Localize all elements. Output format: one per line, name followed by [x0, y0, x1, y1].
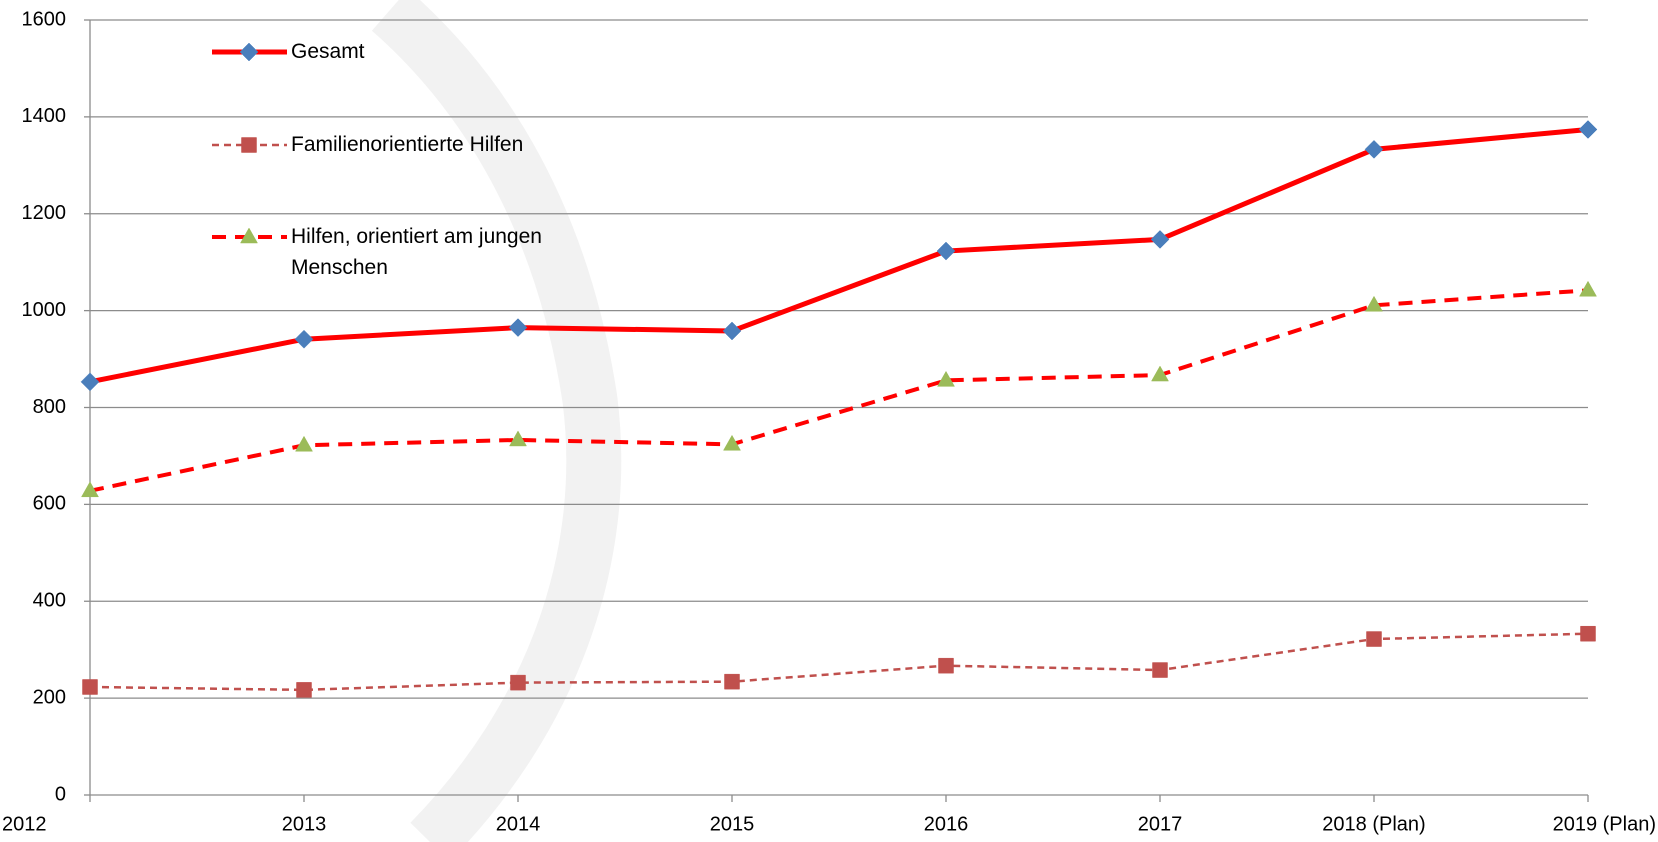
y-tick-label: 400 [33, 590, 66, 612]
point-marker [722, 321, 742, 341]
point-marker [1151, 365, 1169, 382]
point-marker [1150, 230, 1170, 249]
legend-marker [241, 137, 257, 153]
y-tick-label: 800 [33, 396, 66, 418]
y-tick-label: 1400 [22, 105, 67, 127]
y-tick-label: 0 [55, 783, 66, 805]
legend-label: Hilfen, orientiert am jungen Menschen [291, 225, 542, 279]
series-line [89, 632, 1589, 692]
point-marker [723, 434, 741, 451]
y-tick-label: 600 [33, 493, 66, 515]
point-marker [294, 329, 314, 349]
point-marker [1579, 280, 1597, 297]
point-marker [1365, 295, 1383, 312]
point-marker [1152, 662, 1168, 678]
x-tick-label: 2017 [1138, 813, 1183, 835]
x-tick-label: 2014 [496, 813, 541, 835]
point-marker [296, 682, 312, 698]
point-marker [936, 241, 956, 261]
y-tick-label: 1000 [22, 299, 67, 321]
legend-marker [239, 42, 259, 62]
point-marker [938, 657, 954, 674]
legend-marker [240, 227, 258, 244]
legend-label: Gesamt [291, 40, 365, 63]
x-tick-label: 2016 [924, 813, 969, 835]
point-marker [81, 481, 99, 498]
y-tick-label: 200 [33, 686, 66, 708]
point-marker [1580, 625, 1596, 642]
y-tick-label: 1600 [22, 8, 67, 30]
series-line [89, 288, 1589, 493]
point-marker [937, 370, 955, 387]
x-tick-label: 2013 [282, 813, 327, 835]
x-tick-label: 2012 [2, 813, 47, 835]
series-line [89, 126, 1589, 385]
watermark [371, 0, 622, 842]
point-marker [82, 679, 98, 695]
x-tick-label: 2019 (Plan) [1553, 813, 1656, 835]
point-marker [508, 318, 528, 337]
point-marker [509, 430, 527, 447]
point-marker [1578, 120, 1598, 139]
point-marker [80, 372, 100, 392]
y-tick-label: 1200 [22, 202, 67, 224]
point-marker [724, 673, 740, 690]
point-marker [1366, 631, 1382, 647]
legend-label: Familienorientierte Hilfen [291, 133, 524, 156]
x-tick-label: 2015 [710, 813, 755, 835]
point-marker [510, 674, 526, 691]
point-marker [1364, 139, 1384, 159]
x-tick-label: 2018 (Plan) [1322, 813, 1425, 835]
point-marker [295, 435, 313, 452]
